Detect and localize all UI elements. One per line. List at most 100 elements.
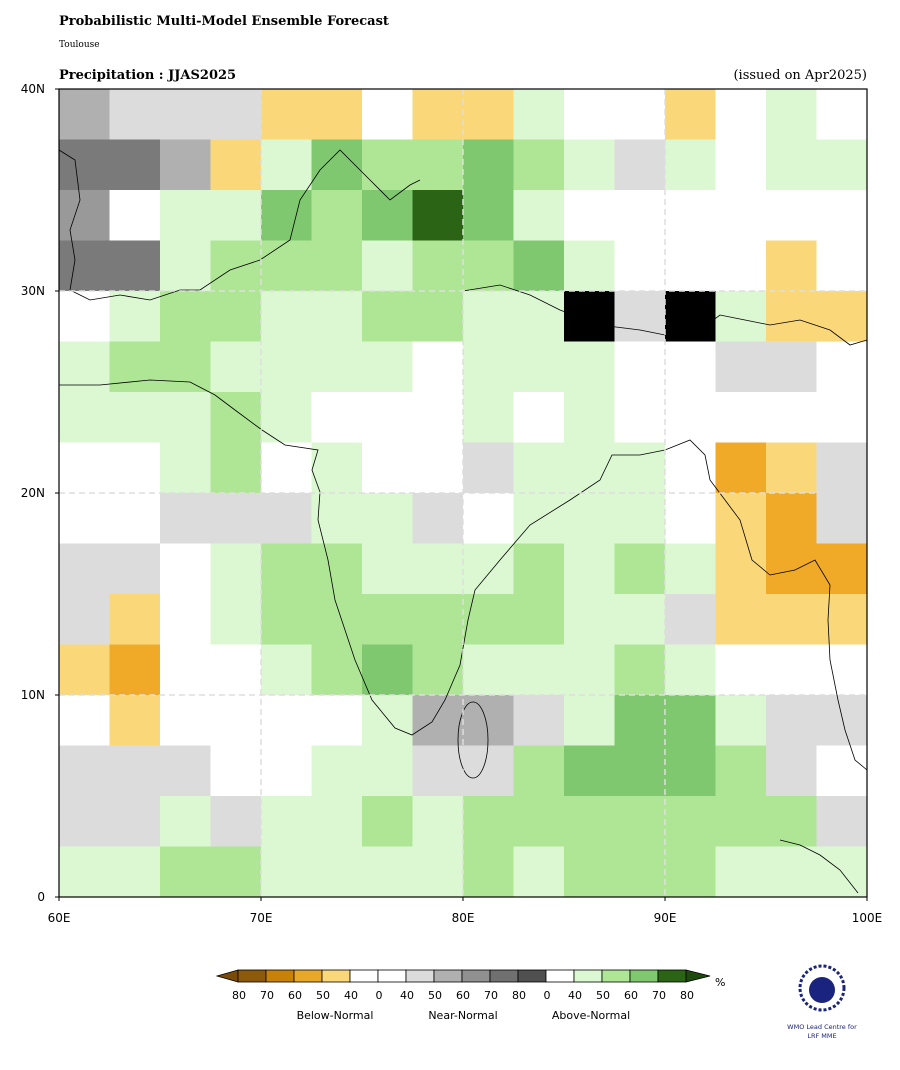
grid-cell: [513, 594, 565, 645]
grid-cells: [59, 89, 868, 898]
grid-cell: [311, 89, 363, 140]
legend-swatch: [629, 969, 659, 983]
grid-cell: [59, 543, 110, 595]
legend-label: 0: [544, 989, 551, 1002]
legend-swatch: [489, 969, 519, 983]
grid-cell: [59, 846, 110, 898]
y-tick-label: 0: [37, 890, 45, 904]
grid-cell: [109, 796, 161, 847]
grid-cell: [311, 846, 363, 898]
grid-cell: [362, 846, 413, 898]
grid-cell: [564, 190, 615, 241]
grid-cell: [362, 392, 413, 443]
grid-cell: [311, 291, 363, 342]
grid-cell: [59, 291, 110, 342]
grid-cell: [513, 493, 565, 544]
grid-cell: [109, 846, 161, 898]
grid-cell: [412, 493, 464, 544]
grid-cell: [614, 594, 666, 645]
x-tick-label: 100E: [852, 911, 883, 925]
grid-cell: [59, 493, 110, 544]
grid-cell: [715, 139, 767, 191]
grid-cell: [261, 493, 312, 544]
grid-cell: [59, 695, 110, 746]
grid-cell: [816, 392, 868, 443]
grid-cell: [261, 745, 312, 797]
grid-cell: [816, 796, 868, 847]
grid-cell: [715, 341, 767, 393]
grid-cell: [614, 442, 666, 494]
grid-cell: [816, 341, 868, 393]
grid-cell: [665, 644, 716, 696]
grid-cell: [160, 594, 211, 645]
grid-cell: [412, 341, 464, 393]
grid-cell: [715, 644, 767, 696]
grid-cell: [412, 796, 464, 847]
grid-cell: [463, 493, 514, 544]
grid-cell: [362, 695, 413, 746]
grid-cell: [614, 543, 666, 595]
grid-cell: [261, 442, 312, 494]
grid-cell: [665, 341, 716, 393]
grid-cell: [715, 846, 767, 898]
grid-cell: [614, 240, 666, 292]
legend-label: 80: [512, 989, 526, 1002]
y-tick-label: 40N: [21, 82, 45, 96]
grid-cell: [766, 442, 817, 494]
grid-cell: [513, 89, 565, 140]
grid-cell: [412, 644, 464, 696]
grid-cell: [463, 442, 514, 494]
grid-cell: [362, 139, 413, 191]
grid-cell: [766, 846, 817, 898]
grid-cell: [311, 139, 363, 191]
grid-cell: [59, 442, 110, 494]
grid-cell: [614, 139, 666, 191]
grid-cell: [564, 240, 615, 292]
grid-cell: [463, 89, 514, 140]
legend-swatch: [349, 969, 379, 983]
grid-cell: [210, 341, 262, 393]
legend-swatch: [265, 969, 295, 983]
grid-cell: [766, 240, 817, 292]
grid-cell: [210, 695, 262, 746]
grid-cell: [513, 796, 565, 847]
grid-cell: [311, 341, 363, 393]
legend-arrow: [685, 969, 711, 983]
grid-cell: [59, 594, 110, 645]
grid-cell: [160, 543, 211, 595]
grid-cell: [210, 442, 262, 494]
grid-cell: [261, 594, 312, 645]
grid-cell: [261, 392, 312, 443]
grid-cell: [311, 594, 363, 645]
grid-cell: [513, 341, 565, 393]
grid-cell: [412, 442, 464, 494]
grid-cell: [210, 392, 262, 443]
grid-cell: [160, 442, 211, 494]
grid-cell: [109, 745, 161, 797]
grid-cell: [766, 341, 817, 393]
grid-cell: [210, 846, 262, 898]
grid-cell: [816, 695, 868, 746]
grid-cell: [362, 493, 413, 544]
grid-cell: [311, 543, 363, 595]
grid-cell: [109, 493, 161, 544]
grid-cell: [463, 644, 514, 696]
grid-cell: [564, 392, 615, 443]
grid-cell: [715, 240, 767, 292]
variable: Precipitation : JJAS2025: [59, 68, 236, 83]
grid-cell: [766, 745, 817, 797]
legend-label: 50: [316, 989, 330, 1002]
grid-cell: [665, 493, 716, 544]
grid-cell: [463, 139, 514, 191]
grid-cell: [463, 543, 514, 595]
legend-label: 40: [344, 989, 358, 1002]
grid-cell: [665, 392, 716, 443]
grid-cell: [109, 341, 161, 393]
grid-cell: [463, 392, 514, 443]
grid-cell: [109, 594, 161, 645]
grid-cell: [614, 644, 666, 696]
grid-cell: [513, 846, 565, 898]
x-tick-label: 90E: [654, 911, 677, 925]
grid-cell: [564, 745, 615, 797]
grid-cell: [59, 139, 110, 191]
